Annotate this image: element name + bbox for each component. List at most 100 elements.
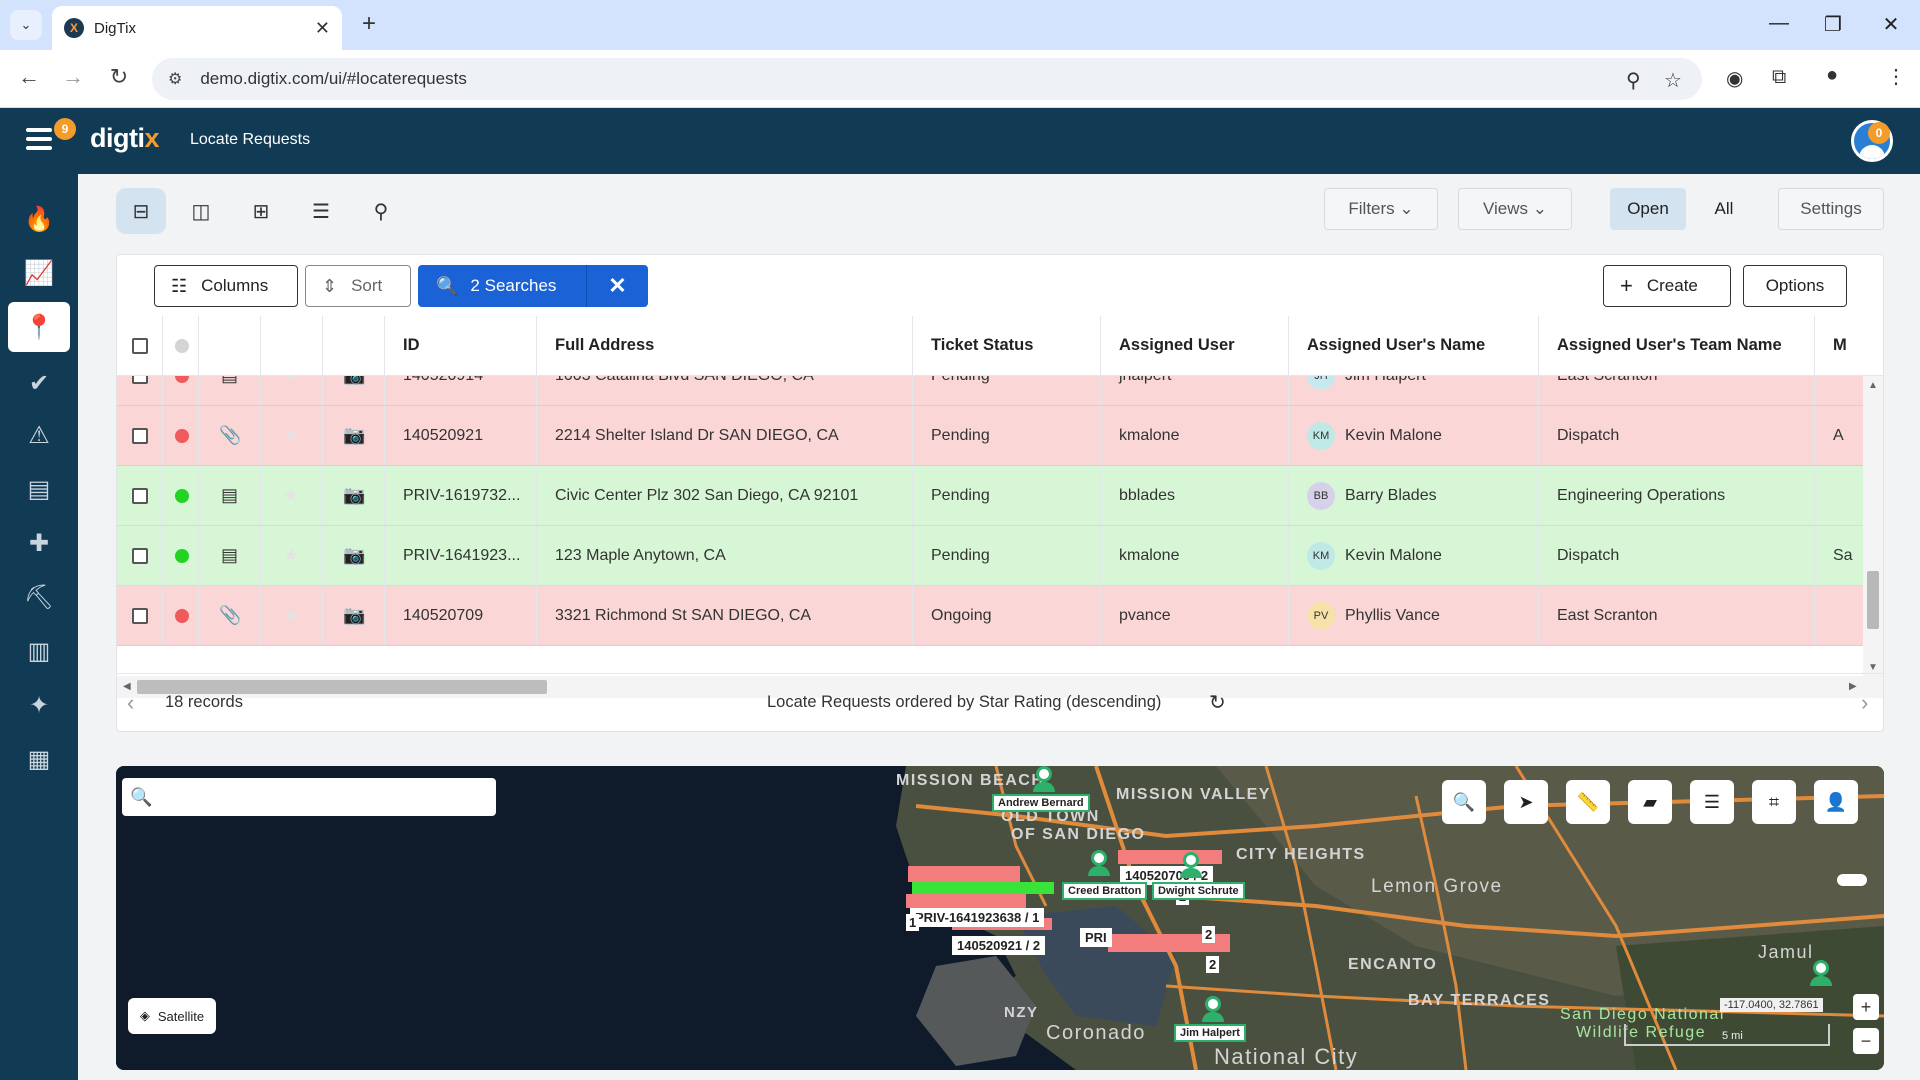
camera-icon[interactable]: 📷 — [343, 485, 366, 505]
all-toggle[interactable]: All — [1714, 199, 1734, 218]
ticket-label[interactable]: PRI — [1080, 928, 1112, 947]
table-row[interactable]: ▤ ★ 📷 PRIV-1619732... Civic Center Plz 3… — [117, 466, 1863, 526]
camera-icon[interactable]: 📷 — [343, 545, 366, 565]
extension-icon[interactable]: ◉ — [1726, 68, 1744, 90]
row-checkbox[interactable] — [132, 487, 148, 504]
flame-icon[interactable]: 🔥 — [24, 205, 54, 233]
star-icon[interactable]: ★ — [283, 545, 300, 565]
ticket-label[interactable]: 1 — [906, 914, 920, 931]
prev-page-icon[interactable]: ‹ — [127, 689, 135, 715]
new-tab-plus-icon[interactable]: + — [361, 10, 376, 37]
check-circle-icon[interactable]: ✔ — [28, 369, 50, 397]
split-vertical-view-icon[interactable]: ◫ — [191, 200, 211, 223]
document-icon[interactable]: ▤ — [221, 485, 239, 505]
table-row[interactable]: 📎 ★ 📷 140520921 2214 Shelter Island Dr S… — [117, 406, 1863, 466]
locate-pin-icon[interactable]: 📍 — [8, 302, 70, 352]
user-pin-label[interactable]: Andrew Bernard — [992, 794, 1090, 812]
row-checkbox[interactable] — [132, 547, 148, 564]
puzzle-icon[interactable]: ⧉ — [1772, 66, 1787, 88]
sparkle-icon[interactable]: ✦ — [28, 691, 50, 719]
select-all-checkbox[interactable] — [117, 316, 163, 375]
column-header-ticket-status[interactable]: Ticket Status — [913, 316, 1101, 375]
map-search-input[interactable]: 🔍 — [122, 778, 496, 816]
ticket-label[interactable]: 140520921 / 2 — [952, 936, 1046, 955]
navigate-icon[interactable]: ➤ — [1504, 780, 1548, 824]
column-header-assigned-user[interactable]: Assigned User — [1101, 316, 1289, 375]
tab-search-icon[interactable]: ⌄ — [10, 10, 42, 40]
user-pin-icon[interactable] — [1088, 850, 1110, 876]
medical-plus-icon[interactable]: ✚ — [28, 529, 50, 557]
ticket-label[interactable]: 2 — [1206, 956, 1220, 973]
refresh-icon[interactable]: ↻ — [1209, 692, 1226, 714]
reload-icon[interactable]: ↻ — [109, 64, 129, 89]
forward-icon[interactable]: → — [62, 64, 84, 89]
chart-icon[interactable]: 📈 — [24, 259, 54, 287]
column-header-id[interactable]: ID — [385, 316, 537, 375]
ticket-label[interactable]: PRIV-1641923638 / 1 — [910, 908, 1045, 927]
person-icon[interactable]: 👤 — [1814, 780, 1858, 824]
user-pin-icon[interactable] — [1202, 996, 1224, 1022]
settings-button[interactable]: Settings — [1778, 188, 1884, 230]
column-header-team-name[interactable]: Assigned User's Team Name — [1539, 316, 1815, 375]
star-icon[interactable]: ★ — [283, 605, 300, 625]
user-pin-icon[interactable] — [1810, 960, 1832, 986]
vertical-scrollbar[interactable]: ▲ ▼ — [1863, 376, 1883, 676]
ticket-marker[interactable] — [906, 894, 1026, 908]
camera-icon[interactable]: 📷 — [343, 425, 366, 445]
profile-icon[interactable]: ● — [1826, 64, 1839, 86]
list-view-icon[interactable]: ☰ — [312, 200, 330, 223]
clear-searches-icon[interactable]: ✕ — [586, 265, 648, 307]
user-pin-label[interactable]: Dwight Schrute — [1152, 882, 1245, 900]
shovel-icon[interactable]: ⛏ — [23, 583, 55, 611]
ticket-label[interactable]: 2 — [1202, 926, 1216, 943]
ticket-marker[interactable] — [912, 882, 1054, 894]
location-icon[interactable]: ⚲ — [1626, 70, 1641, 92]
site-info-icon[interactable]: ⚙ — [168, 71, 183, 88]
open-toggle[interactable]: Open — [1610, 188, 1686, 230]
kebab-icon[interactable]: ⋮ — [1886, 66, 1906, 88]
paperclip-icon[interactable]: 📎 — [219, 425, 242, 445]
sticky-note-icon[interactable]: ▰ — [1628, 780, 1672, 824]
ticket-marker[interactable] — [908, 866, 1020, 882]
camera-icon[interactable]: 📷 — [343, 605, 366, 625]
horizontal-scrollbar[interactable]: ◀ ▶ — [117, 676, 1883, 698]
document-icon[interactable]: ▤ — [221, 545, 239, 565]
map-panel[interactable]: 🔍 MISSION BEACH MISSION VALLEY OLD TOWN … — [116, 766, 1884, 1070]
table-row[interactable]: 📎 ★ 📷 140520709 3321 Richmond St SAN DIE… — [117, 586, 1863, 646]
ticket-marker[interactable] — [1108, 934, 1230, 952]
digtix-logo[interactable]: digtix — [90, 123, 160, 153]
bookmark-star-icon[interactable]: ☆ — [1664, 70, 1682, 92]
grid-layout-view-icon[interactable]: ⊞ — [252, 200, 270, 223]
zoom-out-button[interactable]: − — [1853, 1028, 1879, 1054]
frame-icon[interactable]: ⌗ — [1752, 780, 1796, 824]
create-button[interactable]: + Create — [1603, 265, 1731, 307]
minimize-icon[interactable]: — — [1769, 12, 1789, 34]
column-header-address[interactable]: Full Address — [537, 316, 913, 375]
column-header-more[interactable]: M — [1833, 336, 1847, 354]
tab-close-icon[interactable]: ✕ — [314, 17, 330, 38]
options-button[interactable]: Options — [1743, 265, 1847, 307]
document-icon[interactable]: ▤ — [27, 475, 51, 503]
sort-button[interactable]: ⇕ Sort — [305, 265, 411, 307]
browser-tab[interactable]: X DigTix ✕ — [52, 6, 342, 50]
zoom-in-button[interactable]: + — [1853, 994, 1879, 1020]
measure-icon[interactable]: 📏 — [1566, 780, 1610, 824]
map-search-tool-icon[interactable]: 🔍 — [1442, 780, 1486, 824]
user-pin-label[interactable]: Jim Halpert — [1174, 1024, 1246, 1042]
split-horizontal-view-icon[interactable]: ⊟ — [116, 188, 166, 234]
columns-button[interactable]: ☷ Columns — [154, 265, 298, 307]
horizontal-scroll-thumb[interactable] — [137, 680, 547, 694]
user-pin-label[interactable]: Creed Bratton — [1062, 882, 1148, 900]
map-toggle[interactable] — [1837, 874, 1867, 886]
views-dropdown[interactable]: Views ⌄ — [1458, 188, 1572, 230]
filters-dropdown[interactable]: Filters ⌄ — [1324, 188, 1438, 230]
window-close-icon[interactable]: ✕ — [1882, 14, 1900, 36]
row-checkbox[interactable] — [132, 607, 148, 624]
next-page-icon[interactable]: › — [1861, 689, 1869, 715]
url-text[interactable]: demo.digtix.com/ui/#locaterequests — [200, 69, 467, 88]
table-row[interactable]: ▤ ★ 📷 PRIV-1641923... 123 Maple Anytown,… — [117, 526, 1863, 586]
map-view-icon[interactable]: ⚲ — [373, 200, 389, 223]
dashboard-icon[interactable]: ▦ — [27, 745, 51, 773]
ticket-marker[interactable] — [1118, 850, 1222, 864]
layers-icon[interactable]: ☰ — [1690, 780, 1734, 824]
